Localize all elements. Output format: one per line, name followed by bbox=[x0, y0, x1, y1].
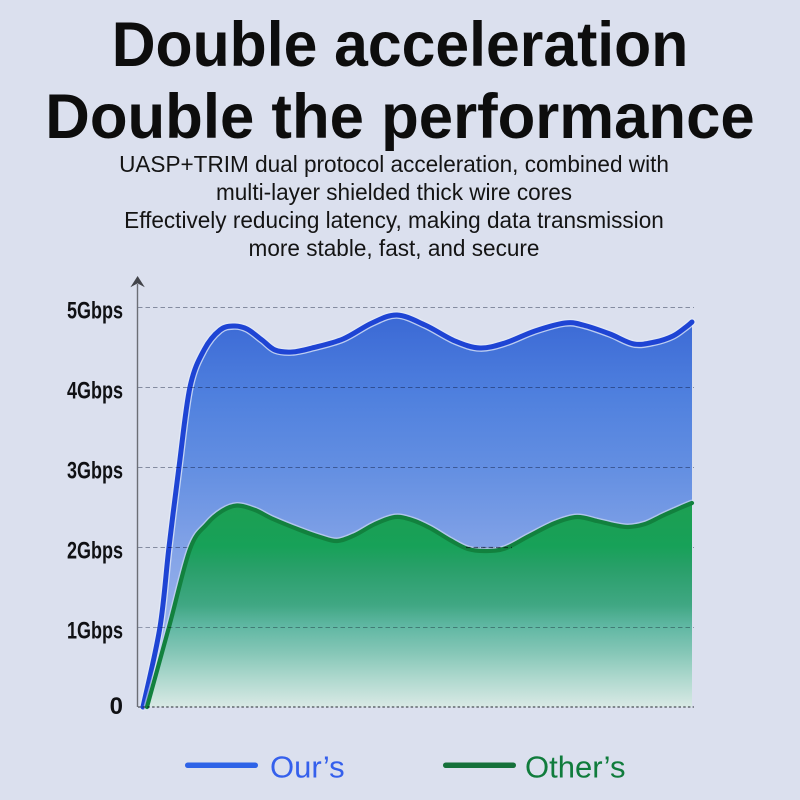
svg-text:0: 0 bbox=[110, 693, 123, 720]
svg-text:1Gbps: 1Gbps bbox=[67, 618, 123, 645]
svg-text:4Gbps: 4Gbps bbox=[67, 378, 123, 405]
svg-text:Our’s: Our’s bbox=[270, 750, 345, 785]
svg-text:3Gbps: 3Gbps bbox=[67, 458, 123, 485]
svg-text:5Gbps: 5Gbps bbox=[67, 298, 123, 325]
svg-text:2Gbps: 2Gbps bbox=[67, 538, 123, 565]
svg-text:Other’s: Other’s bbox=[525, 750, 626, 785]
